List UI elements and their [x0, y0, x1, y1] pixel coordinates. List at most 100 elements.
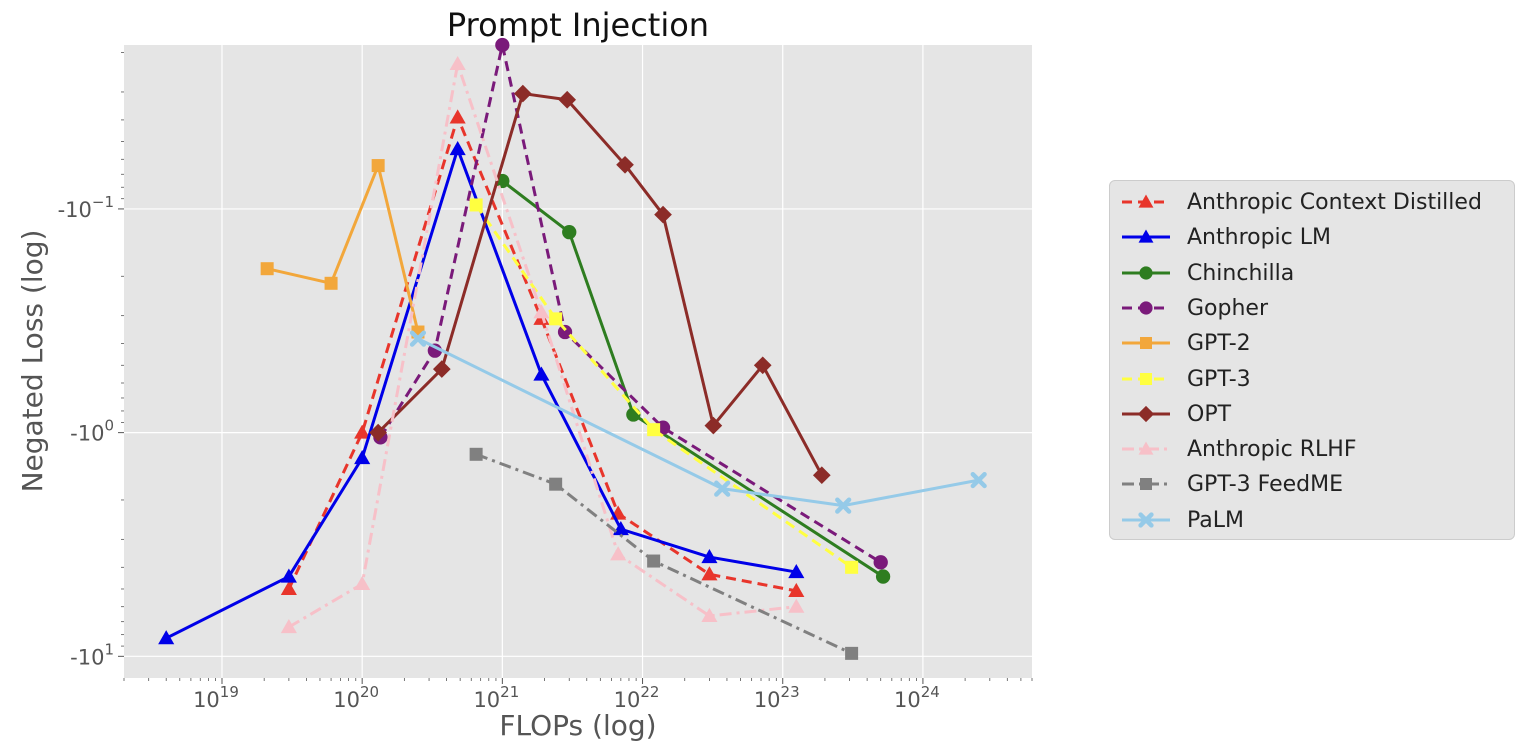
legend-label: PaLM: [1187, 507, 1244, 533]
legend-label: Anthropic RLHF: [1187, 437, 1357, 463]
legend-marker: [1137, 405, 1155, 422]
legend-label: GPT-3: [1187, 366, 1251, 392]
data-point: [647, 423, 661, 437]
legend-marker: [1139, 301, 1153, 315]
legend-swatch: [1122, 405, 1170, 422]
series-line: [501, 179, 884, 578]
data-point: [812, 466, 831, 485]
legend-item: GPT-3: [1110, 364, 1510, 394]
data-point: [788, 582, 805, 597]
data-point: [701, 566, 718, 581]
y-tick-label: -101: [70, 640, 114, 669]
legend-swatch: [1122, 372, 1170, 385]
data-point: [449, 109, 466, 124]
series-line: [417, 337, 979, 508]
x-tick-label: 1023: [754, 683, 800, 712]
data-point: [612, 521, 629, 536]
data-point: [432, 360, 451, 378]
series-line: [165, 147, 797, 640]
series-palm: [409, 330, 987, 514]
legend-label: OPT: [1187, 401, 1232, 427]
legend-swatch: [1122, 265, 1170, 280]
legend-label: Chinchilla: [1187, 260, 1295, 286]
legend-item: OPT: [1110, 399, 1510, 429]
series-anthropic-rlhf: [280, 55, 805, 634]
legend-marker: [1138, 229, 1154, 243]
legend-item: Anthropic Context Distilled: [1110, 187, 1510, 217]
legend-item: GPT-2: [1110, 328, 1510, 358]
series-gpt-3: [469, 198, 859, 574]
data-point: [469, 447, 483, 461]
data-point: [549, 312, 563, 326]
legend-label: Anthropic Context Distilled: [1187, 190, 1482, 215]
x-tick-label: 1021: [473, 683, 519, 712]
legend-marker: [1139, 265, 1153, 280]
series-line: [475, 452, 853, 655]
legend-item: Anthropic RLHF: [1110, 434, 1510, 464]
data-point: [970, 471, 987, 489]
data-point: [469, 198, 483, 212]
y-axis-ticks: -10−1 -100 -101: [58, 193, 124, 669]
data-point: [354, 424, 371, 439]
legend-marker: [1140, 478, 1152, 491]
legend-item: Gopher: [1110, 293, 1510, 323]
data-point: [260, 262, 274, 276]
data-point: [371, 159, 385, 173]
legend-label: Anthropic LM: [1187, 225, 1331, 251]
legend-label: GPT-3 FeedME: [1187, 472, 1344, 498]
x-tick-label: 1024: [894, 683, 940, 712]
legend-marker: [1140, 337, 1152, 350]
x-tick-label: 1020: [333, 683, 379, 712]
legend-swatch: [1122, 512, 1170, 528]
series-opt: [369, 84, 831, 485]
data-point: [788, 598, 805, 613]
data-point: [654, 205, 672, 224]
y-axis-label: Negated Loss (log): [16, 230, 49, 493]
data-point: [449, 55, 466, 71]
data-point: [714, 480, 731, 497]
legend-swatch: [1122, 301, 1170, 315]
legend-swatch: [1122, 337, 1170, 350]
legend-marker: [1138, 441, 1154, 455]
data-point: [354, 575, 371, 591]
legend-item: GPT-3 FeedME: [1110, 469, 1510, 499]
data-point: [409, 330, 427, 347]
data-point: [701, 549, 718, 564]
data-point: [562, 225, 577, 240]
legend-item: Anthropic LM: [1110, 222, 1510, 252]
data-point: [875, 569, 891, 584]
legend-label: GPT-2: [1187, 331, 1251, 357]
data-point: [495, 37, 510, 53]
data-point: [845, 646, 859, 660]
data-point: [158, 630, 175, 645]
data-point: [449, 141, 466, 156]
x-tick-label: 1019: [193, 683, 239, 712]
data-point: [558, 90, 577, 109]
data-point: [845, 560, 859, 574]
data-point: [280, 580, 297, 596]
x-axis-ticks: 1019 1020 1021 1022 1023 1024: [193, 678, 940, 712]
plot-area: [124, 45, 1032, 678]
data-point: [514, 84, 532, 103]
data-point: [647, 554, 661, 568]
legend-marker: [1138, 194, 1154, 208]
data-point: [788, 563, 805, 579]
data-point: [280, 568, 297, 583]
data-point: [549, 477, 563, 491]
series-line: [266, 164, 420, 333]
legend: Anthropic Context Distilled Anthropic LM C…: [1109, 180, 1515, 540]
legend-swatch: [1122, 441, 1170, 455]
series-anthropic-lm: [158, 141, 805, 645]
data-point: [610, 546, 627, 561]
data-point: [324, 276, 338, 290]
y-tick-label: -100: [70, 417, 114, 446]
y-tick-label: -10−1: [58, 193, 114, 222]
data-point: [280, 619, 297, 634]
data-point: [533, 304, 550, 319]
x-tick-label: 1022: [614, 683, 660, 712]
series-line: [379, 43, 882, 564]
data-point: [753, 356, 772, 375]
data-point: [616, 155, 634, 174]
legend-item: Chinchilla: [1110, 258, 1510, 288]
